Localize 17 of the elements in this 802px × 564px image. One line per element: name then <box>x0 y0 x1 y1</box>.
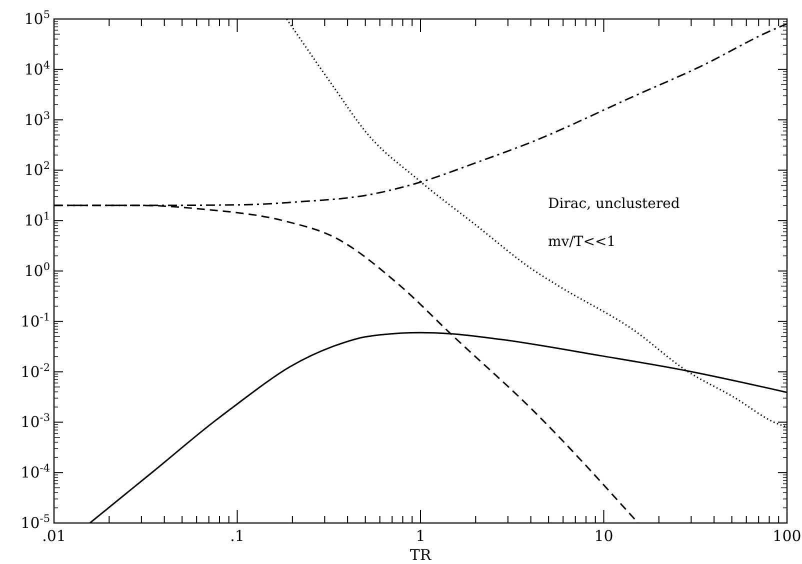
y-tick-label: 10$^{3}$ <box>24 110 50 129</box>
x-tick-label: .1 <box>230 527 244 545</box>
y-tick-label: 10$^{0}$ <box>24 261 50 280</box>
y-tick-label: 10$^{-4}$ <box>20 462 50 482</box>
x-tick-label: 1 <box>416 527 426 545</box>
x-tick-label: 100 <box>772 527 802 545</box>
y-tick-label: 10$^{-3}$ <box>20 412 50 432</box>
y-tick-label: 10$^{-2}$ <box>20 362 50 381</box>
y-tick-label: 10$^{1}$ <box>24 210 50 230</box>
annotation: mv/T<<1 <box>548 234 616 250</box>
x-axis-title: TR <box>410 546 432 564</box>
x-tick-label: 10 <box>594 527 614 545</box>
y-tick-label: 10$^{-1}$ <box>20 311 50 330</box>
annotation: Dirac, unclustered <box>548 196 680 212</box>
y-tick-label: 10$^{2}$ <box>24 160 50 180</box>
y-tick-label: 10$^{5}$ <box>24 9 50 28</box>
y-tick-label: 10$^{4}$ <box>24 59 50 78</box>
